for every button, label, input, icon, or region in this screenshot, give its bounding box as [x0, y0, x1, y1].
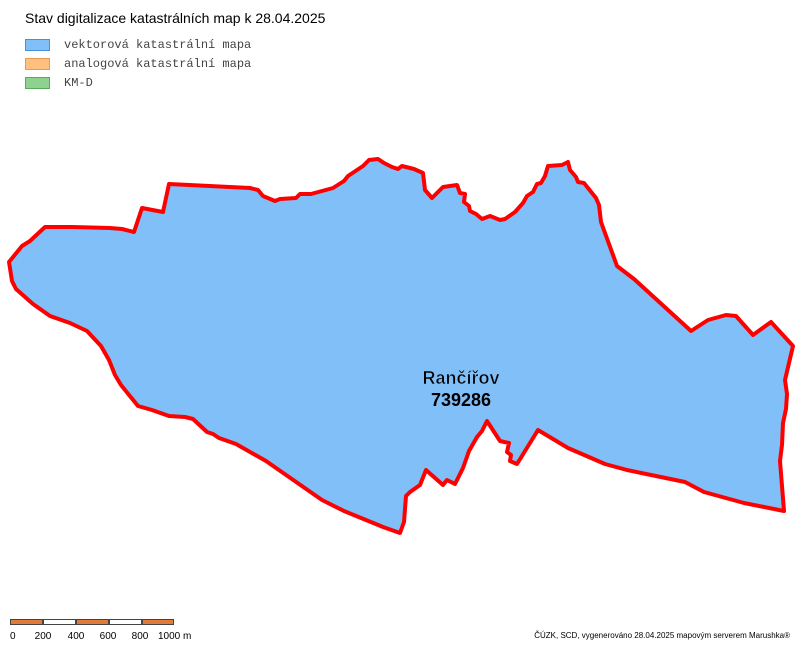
scale-segment: [142, 619, 174, 625]
scale-segment: [10, 619, 43, 625]
legend-label-vector: vektorová katastrální mapa: [64, 38, 252, 52]
region-name-label: Rančířov: [422, 368, 499, 388]
region-code-label: 739286: [431, 390, 491, 410]
scale-label-1000: 1000 m: [158, 631, 192, 642]
map-credit: ČÚZK, SCD, vygenerováno 28.04.2025 mapov…: [534, 631, 790, 640]
scale-label-200: 200: [34, 631, 52, 642]
legend-label-analog: analogová katastrální mapa: [64, 57, 252, 71]
scale-label-0: 0: [10, 631, 16, 642]
legend-item-kmd: KM-D: [25, 74, 251, 92]
scale-label-800: 800: [131, 631, 149, 642]
cadastral-area[interactable]: [7, 157, 795, 535]
legend-item-vector: vektorová katastrální mapa: [25, 36, 251, 54]
legend-swatch-kmd: [25, 77, 50, 89]
scale-bar: 0 200 400 600 800 1000 m: [10, 619, 191, 647]
legend-swatch-analog: [25, 58, 50, 70]
legend-item-analog: analogová katastrální mapa: [25, 55, 251, 73]
scale-segment: [43, 619, 76, 625]
legend-label-kmd: KM-D: [64, 76, 93, 90]
map-title: Stav digitalizace katastrálních map k 28…: [25, 10, 326, 26]
scale-label-400: 400: [67, 631, 85, 642]
legend-swatch-vector: [25, 39, 50, 51]
scale-segment: [109, 619, 142, 625]
scale-label-600: 600: [99, 631, 117, 642]
scale-segment: [76, 619, 109, 625]
legend: vektorová katastrální mapa analogová kat…: [25, 36, 251, 93]
